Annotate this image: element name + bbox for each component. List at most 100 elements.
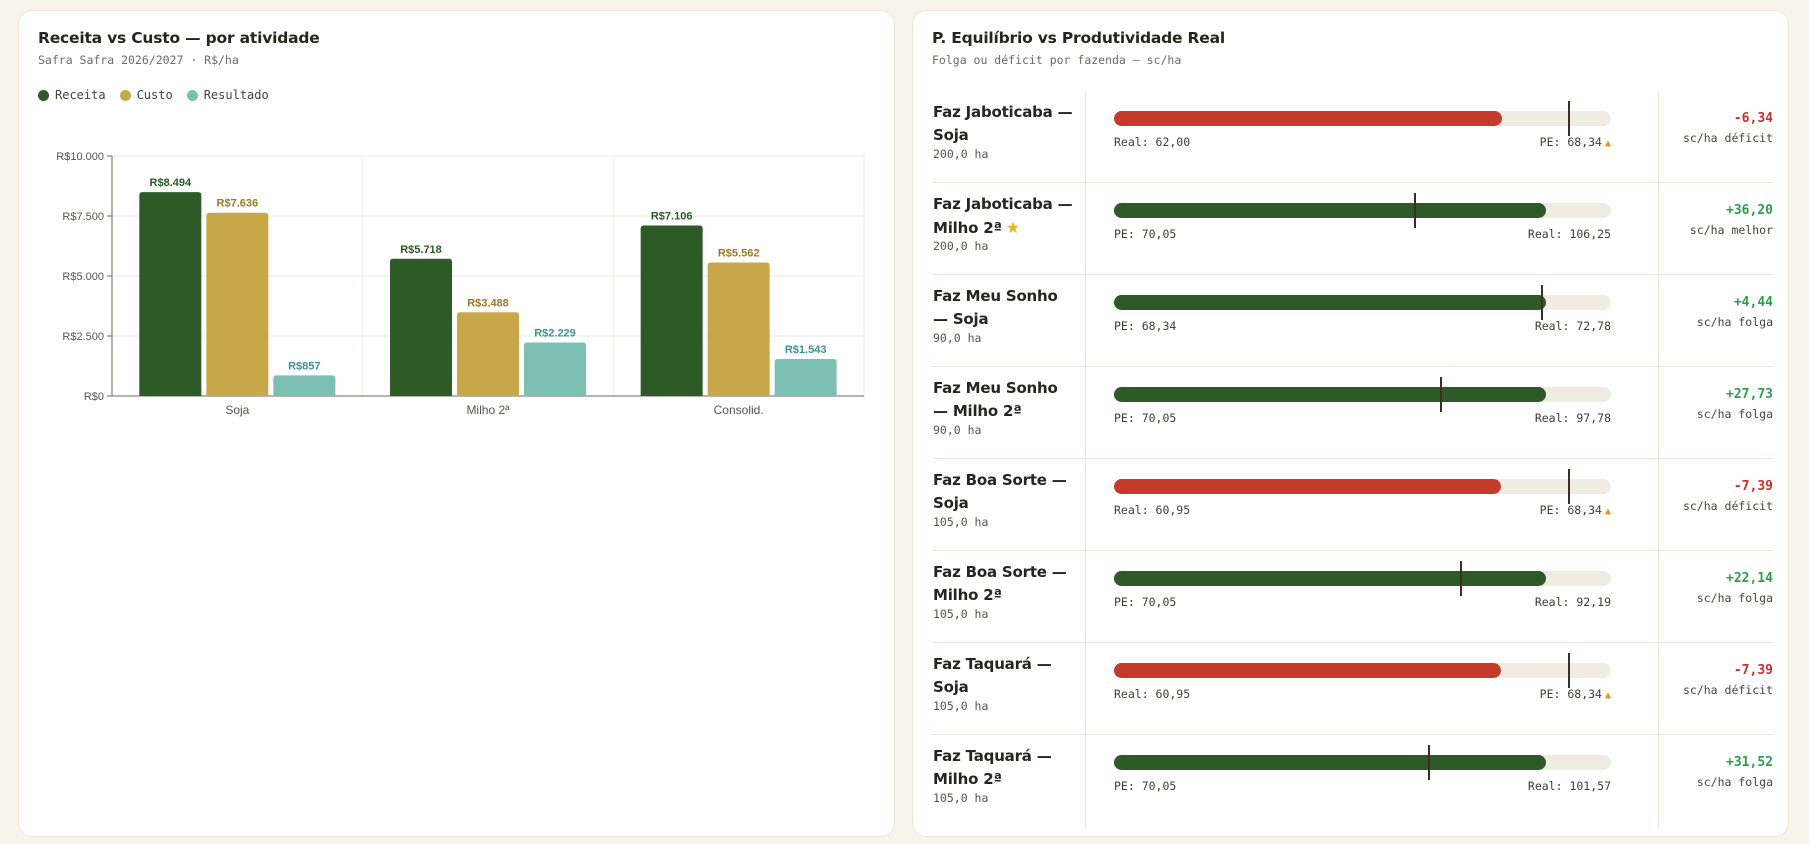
bar-value-label: R$5.718 <box>400 244 442 256</box>
farm-row[interactable]: Faz Jaboticaba — Soja 200,0 ha Real: 62,00… <box>933 91 1773 183</box>
delta-value: +27,73 <box>1726 387 1773 402</box>
bar-right-label: PE: 68,34 ▲ <box>1540 687 1611 701</box>
farm-area: 105,0 ha <box>933 791 989 805</box>
bar-custo-0 <box>206 212 269 396</box>
column-divider <box>1085 643 1086 734</box>
bar-right-label-text: PE: 68,34 <box>1539 687 1602 701</box>
bar-value-label: R$857 <box>288 360 320 372</box>
column-divider <box>1085 735 1086 827</box>
bar-custo-2 <box>707 262 770 396</box>
chart-legend: Receita Custo Resultado <box>38 88 269 102</box>
x-tick-label: Soja <box>225 403 249 417</box>
legend-swatch-custo <box>119 89 131 101</box>
delta-caption: sc/ha déficit <box>1682 499 1773 513</box>
farm-area: 200,0 ha <box>933 147 989 161</box>
x-tick-label: Milho 2ª <box>466 403 510 417</box>
productivity-bar <box>1114 479 1501 494</box>
delta-caption: sc/ha folga <box>1696 407 1773 421</box>
bar-value-label: R$5.562 <box>718 248 760 260</box>
bar-left-label: PE: 70,05 <box>1114 595 1177 609</box>
breakeven-list: Faz Jaboticaba — Soja 200,0 ha Real: 62,00… <box>933 91 1773 827</box>
farm-name-text: Faz Jaboticaba — Milho 2ª <box>933 195 1073 237</box>
productivity-bar <box>1114 571 1547 586</box>
breakeven-track <box>1114 653 1611 688</box>
legend-item-custo[interactable]: Custo <box>119 88 173 102</box>
productivity-bar <box>1114 387 1547 402</box>
breakeven-track <box>1114 469 1611 504</box>
column-divider <box>1085 459 1086 550</box>
column-divider <box>1085 91 1086 182</box>
column-divider <box>1658 735 1659 827</box>
farm-row[interactable]: Faz Jaboticaba — Milho 2ª ★ 200,0 ha PE: 70… <box>933 183 1773 275</box>
bar-resultado-2 <box>774 358 837 396</box>
legend-label-resultado: Resultado <box>203 88 269 102</box>
breakeven-track <box>1114 561 1611 596</box>
bar-right-label-text: Real: 92,19 <box>1534 595 1611 609</box>
warning-icon: ▲ <box>1604 506 1611 517</box>
delta-caption: sc/ha déficit <box>1682 683 1773 697</box>
farm-name: Faz Meu Sonho — Milho 2ª <box>933 377 1073 423</box>
warning-icon: ▲ <box>1604 138 1611 149</box>
bar-right-label: Real: 92,19 <box>1535 595 1611 609</box>
bar-receita-0 <box>139 192 202 396</box>
column-divider <box>1085 275 1086 366</box>
delta-value: -7,39 <box>1733 479 1773 494</box>
column-divider <box>1658 551 1659 642</box>
breakeven-marker <box>1427 745 1430 780</box>
bar-value-label: R$3.488 <box>467 297 509 309</box>
bar-right-label-text: Real: 97,78 <box>1534 411 1611 425</box>
column-divider <box>1658 367 1659 458</box>
breakeven-marker <box>1541 285 1544 320</box>
breakeven-marker <box>1413 193 1416 228</box>
y-tick-label: R$0 <box>84 391 104 403</box>
chart-title: Receita vs Custo — por atividade <box>38 29 320 47</box>
delta-value: +22,14 <box>1726 571 1773 586</box>
breakeven-title: P. Equilíbrio vs Produtividade Real <box>932 29 1225 47</box>
chart-subtitle: Safra Safra 2026/2027 · R$/ha <box>38 53 239 67</box>
bar-left-label: PE: 70,05 <box>1114 779 1177 793</box>
delta-value: -7,39 <box>1733 663 1773 678</box>
y-tick-label: R$5.000 <box>62 271 104 283</box>
breakeven-marker <box>1440 377 1443 412</box>
productivity-bar <box>1114 295 1547 310</box>
bar-custo-1 <box>457 312 519 396</box>
column-divider <box>1085 551 1086 642</box>
bar-left-label: PE: 70,05 <box>1114 227 1177 241</box>
farm-row[interactable]: Faz Meu Sonho — Milho 2ª 90,0 ha PE: 70,05… <box>933 367 1773 459</box>
bar-resultado-1 <box>524 342 586 396</box>
farm-row[interactable]: Faz Boa Sorte — Soja 105,0 ha Real: 60,95 P… <box>933 459 1773 551</box>
delta-value: -6,34 <box>1733 111 1773 126</box>
bar-resultado-0 <box>273 375 336 396</box>
farm-area: 105,0 ha <box>933 515 989 529</box>
bar-value-label: R$7.106 <box>651 210 693 222</box>
delta-caption: sc/ha déficit <box>1682 131 1773 145</box>
farm-row[interactable]: Faz Taquará — Soja 105,0 ha Real: 60,95 PE:… <box>933 643 1773 735</box>
legend-label-receita: Receita <box>55 88 106 102</box>
farm-row[interactable]: Faz Taquará — Milho 2ª 105,0 ha PE: 70,05 R… <box>933 735 1773 827</box>
y-tick-label: R$2.500 <box>62 331 104 343</box>
farm-name-text: Faz Taquará — Milho 2ª <box>933 747 1052 788</box>
breakeven-track <box>1114 285 1611 320</box>
bar-left-label: Real: 60,95 <box>1114 503 1191 517</box>
legend-item-receita[interactable]: Receita <box>38 88 106 102</box>
bar-left-label: PE: 68,34 <box>1114 319 1177 333</box>
breakeven-marker <box>1567 653 1570 688</box>
productivity-bar <box>1114 663 1501 678</box>
productivity-bar <box>1114 111 1502 126</box>
revenue-cost-card: Receita vs Custo — por atividade Safra S… <box>18 10 895 837</box>
productivity-bar <box>1114 203 1547 218</box>
farm-name-text: Faz Meu Sonho — Milho 2ª <box>933 379 1058 420</box>
bar-right-label: PE: 68,34 ▲ <box>1540 503 1611 517</box>
bar-receita-2 <box>640 225 703 396</box>
legend-item-resultado[interactable]: Resultado <box>186 88 269 102</box>
farm-row[interactable]: Faz Meu Sonho — Soja 90,0 ha PE: 68,34 Real… <box>933 275 1773 367</box>
farm-name: Faz Taquará — Milho 2ª <box>933 745 1073 791</box>
bar-left-label: Real: 62,00 <box>1114 135 1191 149</box>
bar-right-label: Real: 101,57 <box>1528 779 1611 793</box>
farm-name: Faz Boa Sorte — Milho 2ª <box>933 561 1073 607</box>
legend-label-custo: Custo <box>136 88 173 102</box>
farm-area: 105,0 ha <box>933 607 989 621</box>
farm-row[interactable]: Faz Boa Sorte — Milho 2ª 105,0 ha PE: 70,0… <box>933 551 1773 643</box>
bar-right-label-text: Real: 72,78 <box>1534 319 1611 333</box>
farm-name-text: Faz Boa Sorte — Soja <box>933 471 1067 512</box>
